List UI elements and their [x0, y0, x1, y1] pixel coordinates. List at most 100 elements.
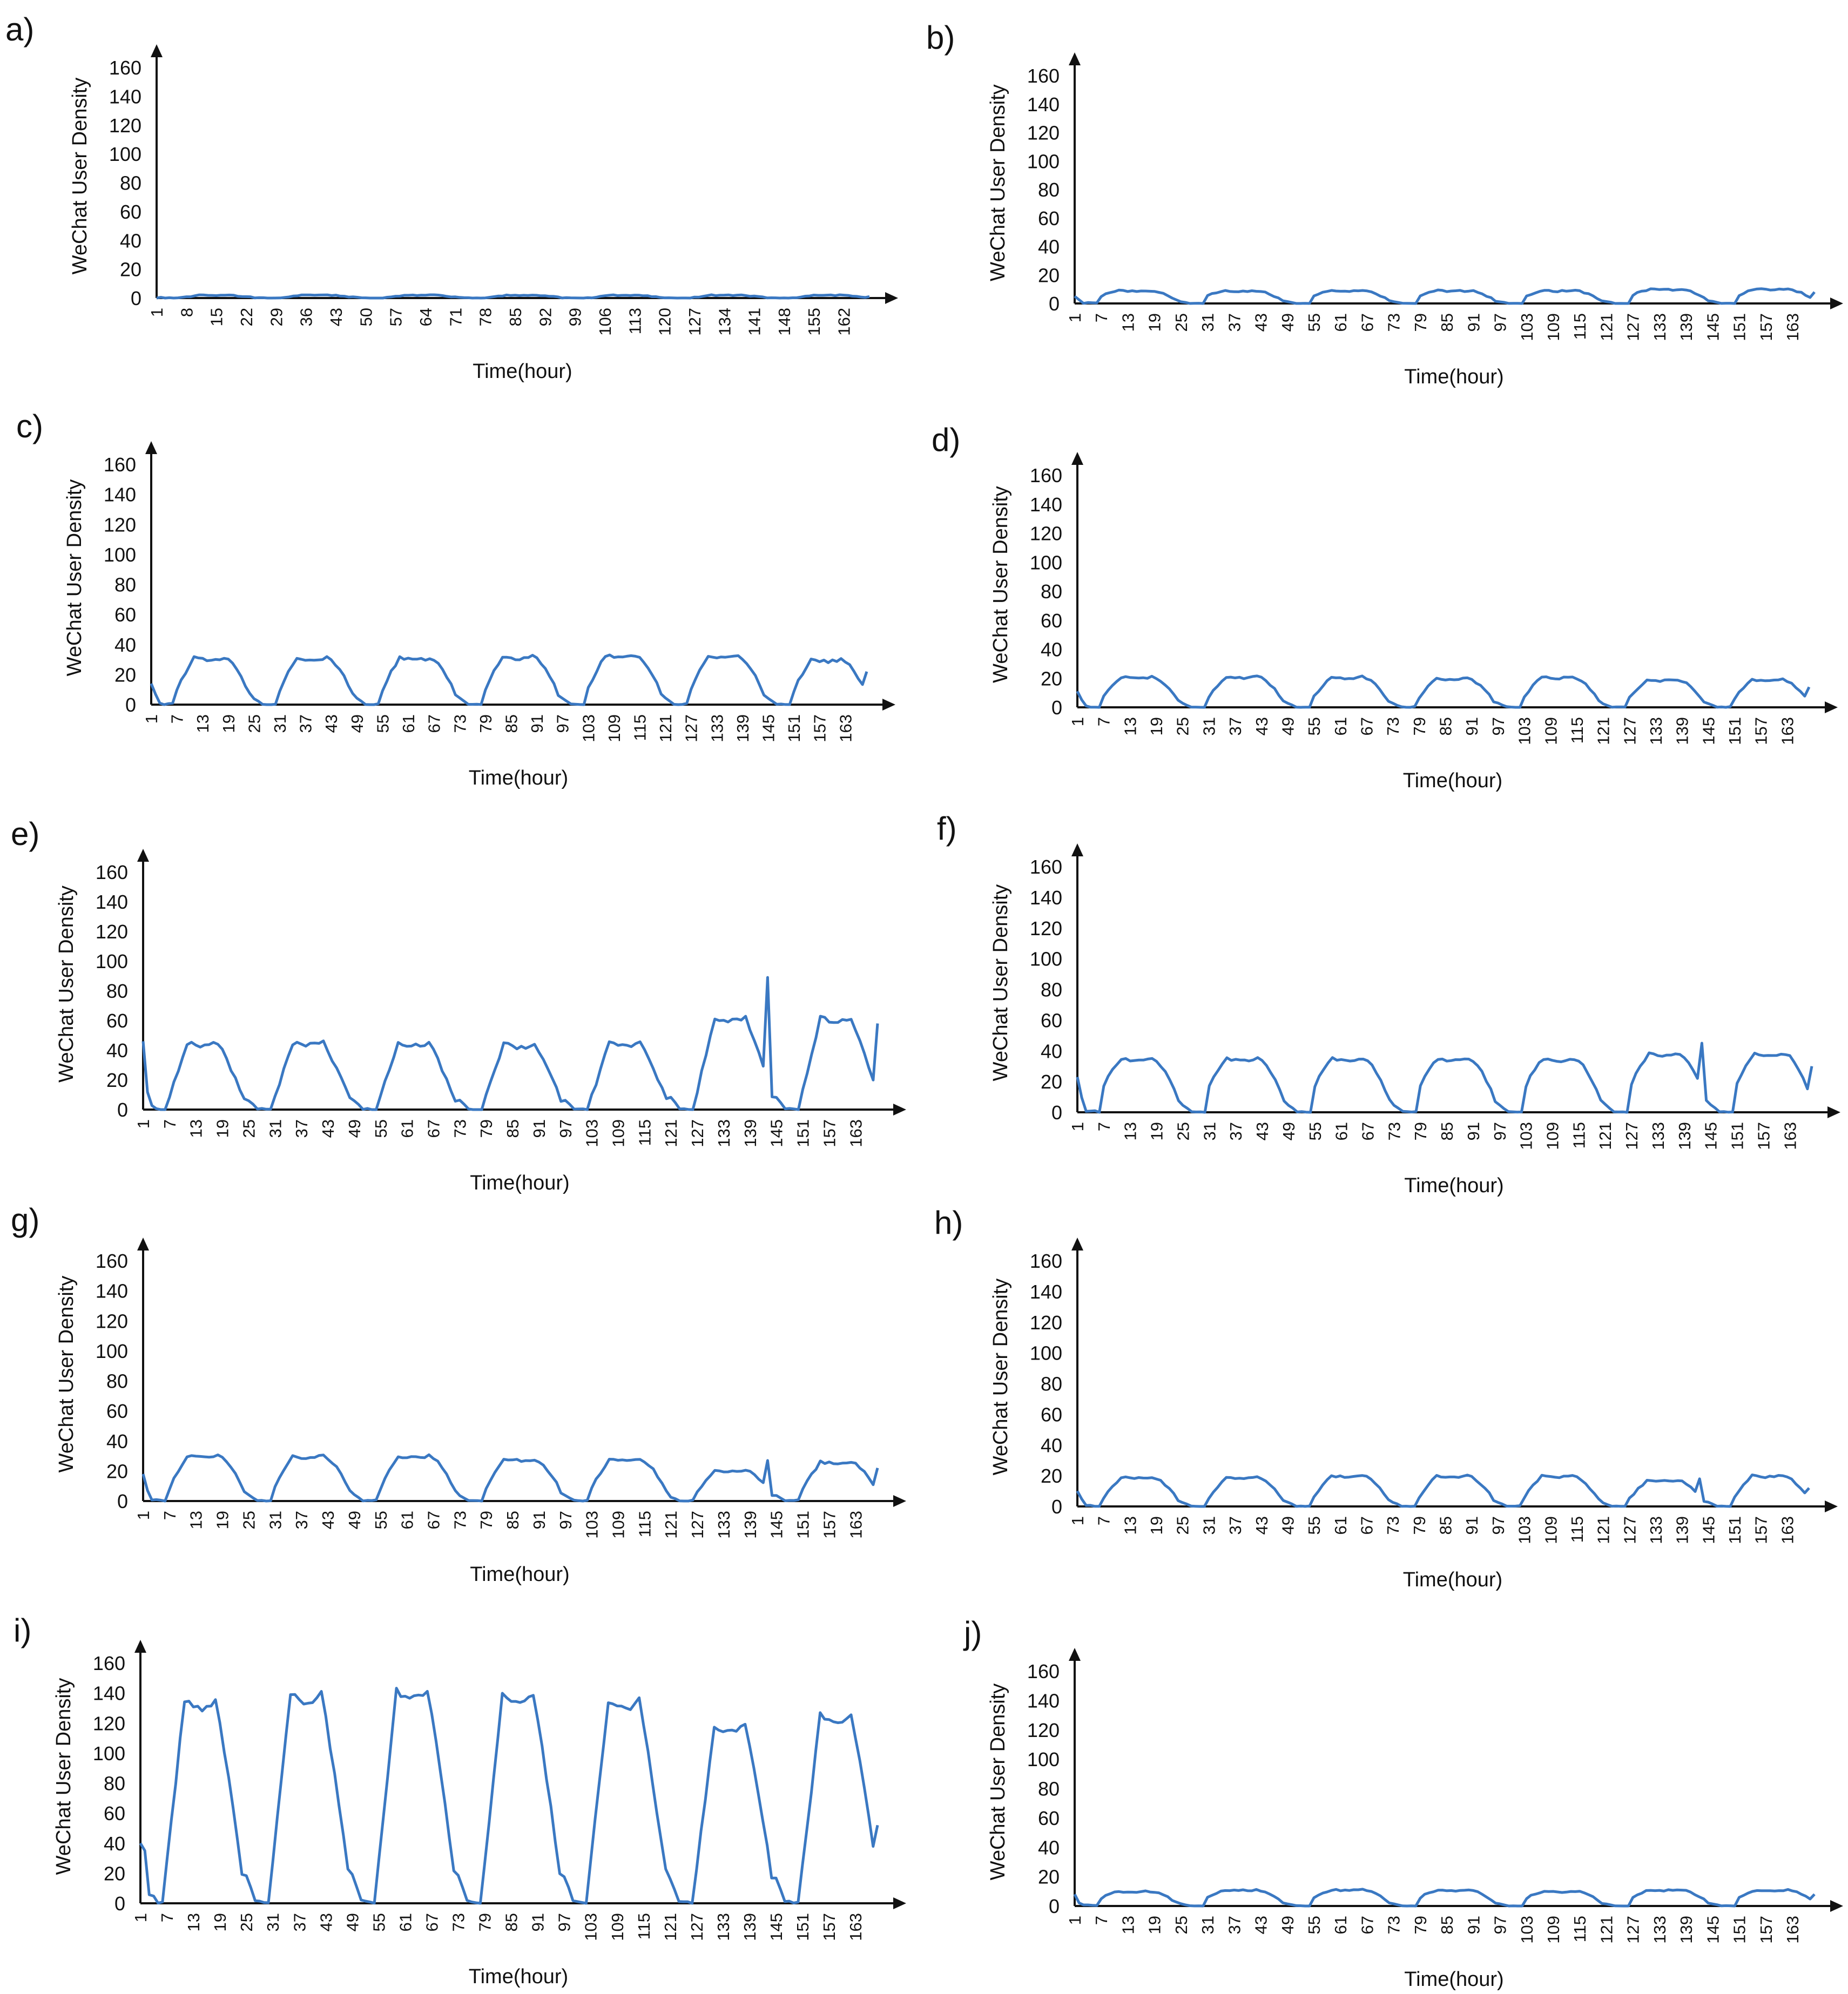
y-tick-label: 0 [117, 1099, 128, 1121]
x-tick-label: 37 [292, 1119, 311, 1138]
x-tick-label: 31 [1198, 313, 1217, 332]
x-tick-label: 157 [1757, 1916, 1776, 1944]
y-axis-title: WeChat User Density [989, 1279, 1012, 1476]
x-tick-label: 67 [1358, 313, 1377, 332]
x-tick-label: 37 [290, 1913, 309, 1931]
x-tick-label: 49 [1278, 1516, 1297, 1535]
x-axis-title: Time(hour) [469, 767, 568, 789]
panel-label: e) [11, 816, 39, 852]
x-tick-label: 157 [811, 714, 829, 742]
y-tick-label: 20 [1038, 264, 1060, 286]
x-tick-label: 43 [327, 308, 346, 326]
x-tick-label: 121 [661, 1913, 680, 1941]
x-tick-label: 73 [1384, 717, 1402, 735]
x-tick-label: 145 [1699, 717, 1718, 745]
x-tick-label: 151 [1725, 717, 1744, 745]
y-tick-label: 140 [93, 1682, 125, 1705]
y-axis-title: WeChat User Density [55, 886, 78, 1083]
y-tick-label: 0 [1049, 1895, 1060, 1917]
x-tick-label: 49 [345, 1511, 364, 1529]
x-tick-label: 113 [625, 308, 644, 334]
x-tick-label: 109 [609, 1511, 628, 1539]
x-tick-label: 1 [1065, 313, 1084, 322]
x-tick-label: 121 [1594, 1516, 1613, 1544]
x-tick-label: 13 [193, 714, 212, 733]
x-tick-label: 79 [477, 1119, 496, 1138]
y-tick-label: 60 [1041, 1009, 1062, 1031]
x-tick-label: 37 [1226, 1122, 1245, 1140]
x-tick-label: 127 [1620, 1516, 1639, 1544]
y-tick-label: 20 [114, 664, 136, 686]
y-axis-title: WeChat User Density [987, 1684, 1009, 1881]
x-tick-label: 97 [556, 1119, 575, 1138]
series-line-g [141, 1453, 879, 1503]
x-tick-label: 163 [1778, 717, 1797, 745]
x-tick-label: 115 [635, 1119, 654, 1146]
y-tick-label: 160 [1027, 65, 1060, 87]
x-tick-label: 97 [1489, 1516, 1508, 1535]
x-tick-label: 109 [1543, 1122, 1562, 1150]
x-tick-label: 139 [1677, 1916, 1696, 1944]
x-tick-label: 151 [794, 1119, 813, 1147]
y-tick-label: 160 [96, 861, 128, 883]
x-tick-label: 91 [528, 714, 547, 733]
series-line-a [156, 293, 870, 300]
x-tick-label: 133 [714, 1119, 733, 1147]
x-tick-label: 127 [688, 1119, 707, 1147]
x-tick-label: 1 [131, 1913, 150, 1922]
x-tick-label: 97 [555, 1913, 574, 1931]
x-tick-label: 55 [372, 1511, 390, 1529]
x-tick-label: 115 [1569, 1122, 1588, 1148]
x-tick-label: 79 [1411, 1916, 1430, 1934]
x-tick-label: 1 [134, 1511, 153, 1520]
x-tick-label: 127 [688, 1511, 707, 1539]
x-tick-label: 78 [476, 308, 495, 326]
y-tick-label: 80 [106, 1370, 128, 1393]
x-axis-title: Time(hour) [473, 360, 572, 383]
x-tick-label: 121 [656, 714, 675, 742]
x-tick-label: 91 [530, 1119, 549, 1138]
x-tick-label: 19 [1148, 1122, 1166, 1140]
x-tick-label: 55 [1306, 1122, 1325, 1140]
x-tick-label: 91 [530, 1511, 549, 1529]
y-tick-label: 40 [1038, 1836, 1060, 1858]
chart-panel-d: d) 0 20 40 60 80 100 120 140 160 1 7 13 19 25 31 37 43 49 5… [932, 422, 1838, 792]
x-tick-label: 85 [1436, 1516, 1455, 1535]
x-tick-label: 19 [219, 714, 238, 733]
x-tick-label: 121 [662, 1511, 680, 1539]
x-tick-label: 141 [745, 308, 764, 336]
x-tick-label: 50 [356, 308, 375, 326]
x-tick-label: 163 [846, 1511, 865, 1539]
x-tick-label: 55 [372, 1119, 390, 1138]
x-tick-label: 61 [1331, 717, 1350, 735]
x-tick-label: 25 [1173, 1516, 1192, 1535]
y-tick-label: 140 [1027, 1689, 1060, 1712]
x-tick-label: 49 [1278, 717, 1297, 735]
y-axis-arrow [151, 44, 163, 57]
y-tick-label: 80 [1041, 580, 1062, 603]
x-tick-label: 55 [369, 1913, 388, 1931]
x-tick-label: 109 [1541, 717, 1560, 745]
y-tick-label: 120 [104, 513, 136, 536]
x-tick-label: 85 [506, 308, 525, 326]
x-tick-label: 19 [213, 1119, 232, 1138]
y-tick-label: 0 [131, 287, 141, 309]
x-tick-label: 139 [1677, 313, 1696, 341]
x-tick-label: 31 [1198, 1916, 1217, 1934]
series-line-c [150, 653, 868, 706]
x-tick-label: 67 [422, 1913, 441, 1931]
x-tick-label: 55 [373, 714, 392, 733]
x-axis-title: Time(hour) [470, 1172, 569, 1194]
x-tick-label: 85 [502, 714, 521, 733]
x-tick-label: 55 [1305, 717, 1324, 735]
x-tick-label: 151 [1730, 313, 1749, 341]
x-tick-label: 79 [1410, 717, 1429, 735]
x-axis-arrow [1830, 298, 1843, 309]
x-tick-label: 133 [1650, 1916, 1669, 1944]
x-tick-label: 91 [1464, 313, 1483, 332]
x-tick-label: 115 [630, 714, 649, 741]
x-tick-label: 19 [1145, 313, 1164, 332]
x-tick-label: 139 [741, 1119, 760, 1147]
x-tick-label: 37 [1225, 1916, 1244, 1934]
y-tick-label: 80 [114, 574, 136, 596]
